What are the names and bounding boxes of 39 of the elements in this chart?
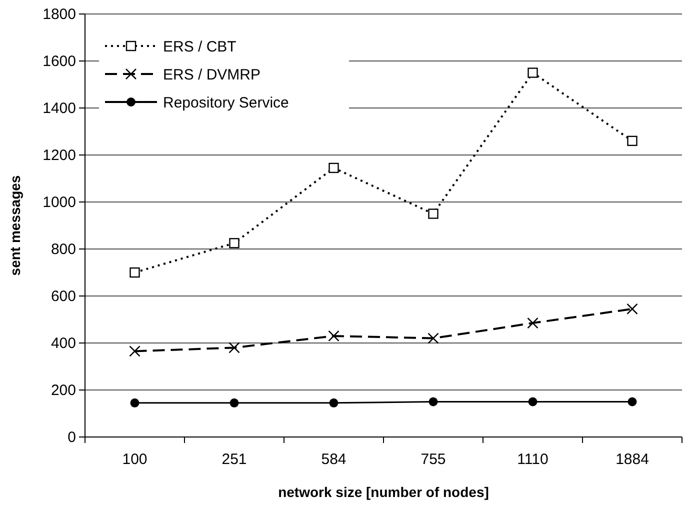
y-tick-label: 200	[50, 382, 76, 399]
point	[528, 397, 538, 406]
point	[229, 238, 240, 248]
x-tick-label: 755	[420, 451, 446, 468]
x-tick-label: 100	[122, 451, 148, 468]
y-tick-label: 1800	[42, 6, 76, 23]
legend-label: ERS / CBT	[163, 38, 236, 56]
point	[527, 317, 538, 329]
x-tick-label: 584	[321, 451, 346, 468]
point	[328, 162, 339, 174]
point	[528, 68, 538, 78]
point	[130, 398, 140, 408]
y-tick-label: 800	[50, 240, 76, 258]
x-tick-label: 1110	[517, 451, 548, 468]
point	[626, 303, 638, 315]
y-axis-title: sent messages	[7, 175, 23, 276]
point	[627, 136, 638, 146]
point	[130, 267, 140, 278]
y-tick-label: 1600	[42, 52, 76, 70]
point	[129, 346, 140, 357]
point	[329, 398, 338, 408]
y-tick-label: 0	[68, 428, 76, 446]
point	[328, 330, 340, 342]
point	[428, 397, 438, 406]
point	[228, 342, 240, 354]
point	[230, 398, 239, 408]
x-tick-label: 251	[222, 451, 247, 468]
point	[428, 332, 439, 344]
y-tick-label: 600	[50, 288, 76, 305]
y-tick-label: 1000	[42, 194, 76, 211]
x-tick-label: 1884	[616, 451, 649, 468]
legend-label: Repository Service	[163, 94, 289, 112]
legend-label: ERS / DVMRP	[163, 66, 261, 84]
y-tick-label: 1200	[42, 146, 76, 164]
point	[628, 397, 637, 406]
x-axis-title: network size [number of nodes]	[278, 484, 489, 500]
y-tick-label: 1400	[42, 100, 76, 117]
point	[428, 208, 438, 219]
y-tick-label: 400	[50, 334, 76, 352]
